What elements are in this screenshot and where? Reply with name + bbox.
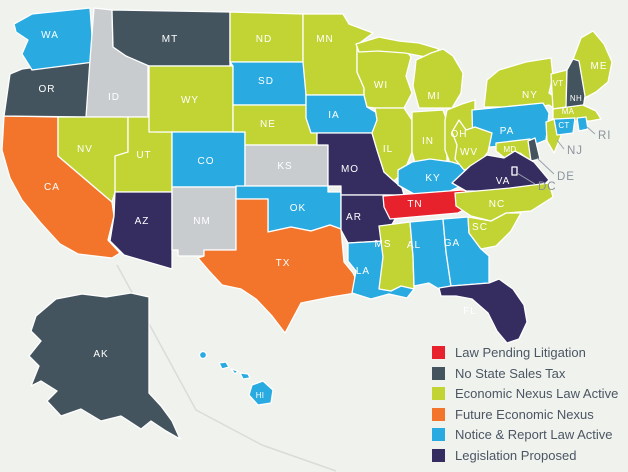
legend-swatch-legislation-proposed: [432, 448, 445, 462]
callout-label-dc: DC: [538, 181, 557, 193]
legend-label: Future Economic Nexus: [455, 406, 594, 422]
legend-swatch-economic-nexus-active: [432, 387, 445, 400]
state-label-il: IL: [383, 144, 393, 155]
state-ms: [378, 221, 415, 292]
state-label-fl: FL: [463, 306, 477, 317]
legend-label: No State Sales Tax: [455, 365, 566, 381]
state-ak: [28, 292, 181, 440]
state-wa: [13, 7, 95, 71]
state-label-ak: AK: [93, 349, 108, 360]
state-label-sc: SC: [472, 222, 488, 233]
legend-item: Notice & Report Law Active: [432, 427, 618, 442]
state-dc: [511, 166, 518, 176]
state-il: [371, 107, 413, 182]
state-label-or: OR: [39, 84, 56, 95]
state-label-vt: VT: [553, 79, 564, 88]
state-label-me: ME: [591, 61, 608, 72]
callout-label-de: DE: [557, 171, 575, 183]
callout-label-nj: NJ: [567, 145, 583, 157]
state-label-nc: NC: [489, 199, 505, 210]
state-label-ny: NY: [522, 90, 538, 101]
state-hi: [248, 380, 274, 406]
state-label-oh: OH: [451, 129, 468, 140]
state-label-ar: AR: [346, 212, 362, 223]
state-label-hi: HI: [256, 391, 265, 400]
state-label-ok: OK: [290, 203, 306, 214]
state-label-nv: NV: [77, 144, 93, 155]
state-label-nh: NH: [570, 94, 582, 103]
legend-item: Future Economic Nexus: [432, 407, 618, 422]
state-vt: [550, 69, 568, 110]
legend-item: Law Pending Litigation: [432, 345, 618, 360]
state-label-nd: ND: [256, 34, 272, 45]
state-label-wa: WA: [41, 30, 59, 41]
legend-item: Economic Nexus Law Active: [432, 386, 618, 401]
state-label-mi: MI: [427, 91, 440, 102]
legend-swatch-future-economic-nexus: [432, 407, 445, 421]
state-mi: [412, 48, 464, 109]
state-label-co: CO: [198, 156, 215, 167]
state-label-pa: PA: [500, 126, 515, 137]
state-label-wi: WI: [374, 80, 388, 91]
legend-swatch-no-sales-tax: [432, 366, 445, 380]
state-label-ia: IA: [328, 110, 339, 121]
legend: Law Pending Litigation No State Sales Ta…: [432, 345, 618, 463]
state-label-ca: CA: [44, 182, 60, 193]
state-label-wy: WY: [181, 95, 199, 106]
state-label-mn: MN: [316, 34, 334, 45]
state-label-md: MD: [503, 145, 516, 154]
ri-callout-line: [586, 126, 596, 135]
state-hi: [198, 350, 208, 360]
state-ri: [576, 116, 589, 132]
state-tx: [197, 198, 363, 334]
state-label-ct: CT: [558, 121, 569, 130]
state-label-al: AL: [407, 240, 421, 251]
state-label-ky: KY: [425, 173, 440, 184]
state-label-mo: MO: [341, 164, 359, 175]
state-label-wv: WV: [460, 147, 478, 158]
state-ct: [553, 117, 576, 136]
state-label-ma: MA: [562, 107, 575, 116]
legend-label: Economic Nexus Law Active: [455, 386, 619, 401]
state-label-ms: MS: [375, 239, 392, 250]
state-label-az: AZ: [135, 216, 150, 227]
state-label-ga: GA: [444, 238, 460, 249]
state-label-sd: SD: [258, 76, 274, 87]
nj-callout-line: [556, 139, 565, 150]
state-label-mt: MT: [162, 34, 178, 45]
legend-label: Legislation Proposed: [455, 447, 577, 463]
state-label-tx: TX: [276, 258, 291, 269]
de-callout-line: [536, 157, 555, 175]
state-label-nm: NM: [193, 216, 211, 227]
state-label-va: VA: [496, 176, 511, 187]
state-label-id: ID: [108, 92, 120, 103]
state-label-tn: TN: [407, 199, 422, 210]
dc-callout-line: [516, 172, 536, 185]
state-hi: [230, 368, 239, 375]
state-label-ne: NE: [260, 119, 276, 130]
state-label-in: IN: [422, 136, 434, 147]
legend-label: Law Pending Litigation: [455, 345, 586, 360]
state-label-ks: KS: [277, 161, 292, 172]
state-az: [109, 191, 173, 270]
inset-boundary-line: [116, 264, 337, 472]
state-label-la: LA: [356, 266, 370, 277]
state-nc: [454, 182, 554, 222]
state-de: [527, 137, 541, 162]
state-hi: [239, 372, 251, 380]
state-fl: [438, 278, 528, 344]
legend-swatch-pending-litigation: [432, 346, 445, 359]
legend-label: Notice & Report Law Active: [455, 427, 613, 442]
legend-item: Legislation Proposed: [432, 448, 618, 463]
legend-swatch-notice-report-active: [432, 428, 445, 441]
callout-label-ri: RI: [598, 130, 612, 142]
state-hi: [218, 361, 230, 370]
legend-item: No State Sales Tax: [432, 366, 618, 381]
state-label-ut: UT: [136, 150, 151, 161]
